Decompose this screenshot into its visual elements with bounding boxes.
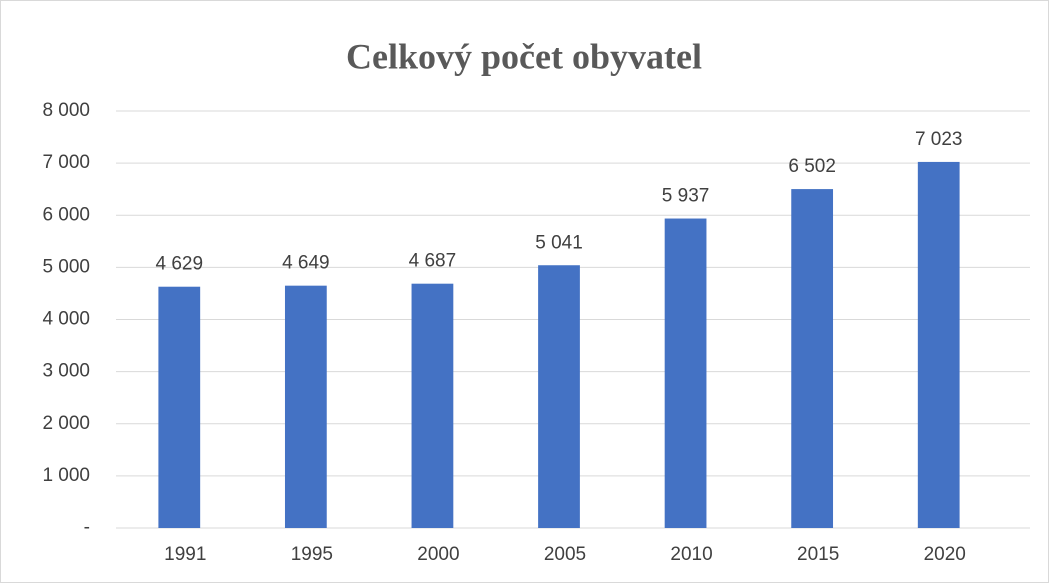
bar [538,265,580,528]
x-tick-label: 2015 [797,544,839,565]
bar [284,285,327,528]
y-tick-label: 3 000 [42,361,90,382]
y-tick-label: 1 000 [42,465,90,486]
bar [664,218,707,528]
x-tick-label: 2020 [924,544,966,565]
bar [791,189,834,528]
x-tick-label: 1991 [164,544,206,565]
y-tick-label: 4 000 [42,309,90,330]
data-label: 4 629 [156,254,204,275]
x-tick-label: 2005 [544,544,586,565]
data-label: 5 041 [535,232,583,253]
y-tick-label: 7 000 [42,152,90,173]
bar [917,161,960,528]
bar [411,283,454,528]
data-label: 4 649 [282,253,330,274]
y-tick-label: 5 000 [42,256,90,277]
x-tick-label: 2010 [670,544,712,565]
x-tick-label: 2000 [417,544,459,565]
data-label: 4 687 [409,251,457,272]
y-tick-label: 6 000 [42,204,90,225]
data-label: 6 502 [788,156,836,177]
data-label: 5 937 [662,186,710,207]
chart-title: Celkový počet obyvatel [346,36,702,76]
y-tick-label: - [84,517,90,538]
x-tick-label: 1995 [291,544,333,565]
y-tick-label: 2 000 [42,413,90,434]
y-tick-label: 8 000 [42,100,90,121]
bar [158,286,201,528]
data-label: 7 023 [915,129,963,150]
